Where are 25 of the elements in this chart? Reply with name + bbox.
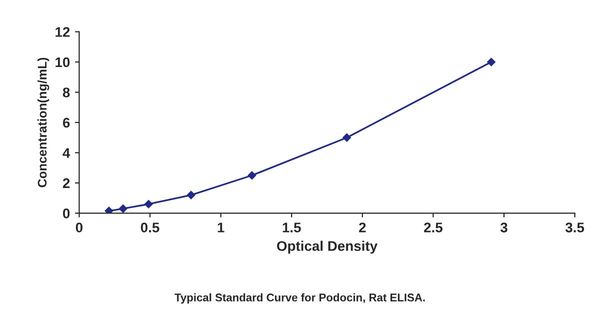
y-tick-label: 0 — [63, 208, 70, 218]
x-tick-label: 3.5 — [565, 222, 584, 232]
text: Typical Standard Curve for Podocin, Rat ELISA. — [174, 293, 425, 304]
point — [144, 200, 153, 208]
point — [186, 190, 196, 200]
x-tick-label: 3 — [500, 222, 508, 232]
x-tick-label: 1.5 — [282, 222, 301, 232]
y-axis-title: Concentration(ng/mL) — [37, 58, 50, 188]
point — [118, 204, 128, 213]
x-tick-label: 0.5 — [140, 222, 160, 232]
y-tick-label: 10 — [56, 57, 70, 68]
y-tick-label: 6 — [62, 118, 70, 128]
x-tick-label: 0 — [76, 222, 82, 232]
x-tick-label: 1 — [218, 222, 224, 232]
y-tick-label: 8 — [62, 88, 70, 98]
x-tick-label: 2 — [359, 222, 366, 232]
point — [104, 206, 114, 214]
point — [248, 171, 256, 180]
y-tick-label: 2 — [62, 178, 70, 188]
point — [342, 133, 351, 142]
y-tick-label: 12 — [56, 27, 70, 37]
x-axis-title: Optical Density — [277, 240, 378, 254]
y-tick-label: 4 — [62, 148, 70, 158]
point — [487, 58, 496, 66]
x-tick-label: 2.5 — [424, 222, 442, 232]
